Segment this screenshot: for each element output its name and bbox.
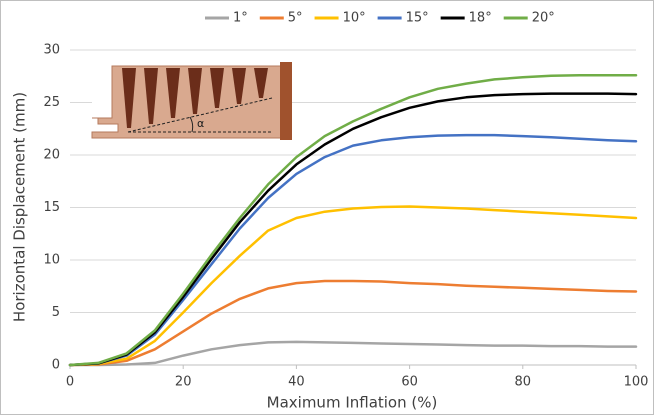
y-tick-label: 20: [43, 148, 60, 163]
y-tick-label: 5: [52, 305, 60, 320]
y-tick-label: 30: [43, 43, 60, 58]
x-tick-label: 80: [515, 375, 532, 390]
inset-wall: [280, 62, 292, 140]
chart: 0 5 10 15 20 25 30 0 20 40 60 80 100 α Maximum Infla…: [0, 0, 654, 415]
legend-label: 20°: [532, 11, 555, 26]
legend-label: 18°: [469, 11, 492, 26]
legend-label: 10°: [343, 11, 366, 26]
y-tick-label: 25: [43, 95, 60, 110]
x-tick-label: 40: [288, 375, 305, 390]
x-tick-label: 20: [175, 375, 192, 390]
legend-label: 5°: [288, 11, 303, 26]
x-axis-title: Maximum Inflation (%): [267, 394, 438, 412]
y-tick-label: 0: [52, 358, 60, 373]
y-axis-title: Horizontal Displacement (mm): [11, 92, 29, 322]
page: 0 5 10 15 20 25 30 0 20 40 60 80 100 α Maximum Infla…: [0, 0, 654, 415]
y-tick-label: 15: [43, 200, 60, 215]
x-tick-label: 100: [624, 375, 649, 390]
y-tick-label: 10: [43, 253, 60, 268]
inset-angle-label: α: [197, 117, 204, 130]
legend-label: 1°: [233, 11, 248, 26]
inset-diagram: α: [92, 62, 292, 140]
x-tick-label: 0: [66, 375, 74, 390]
x-tick-label: 60: [401, 375, 418, 390]
legend-label: 15°: [406, 11, 429, 26]
